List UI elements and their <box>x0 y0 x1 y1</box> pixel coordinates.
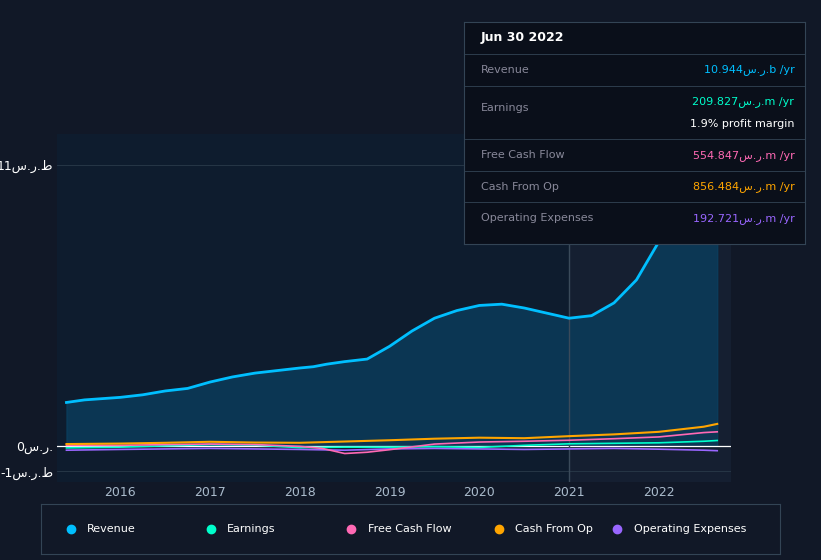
Text: Jun 30 2022: Jun 30 2022 <box>481 31 564 44</box>
Text: Free Cash Flow: Free Cash Flow <box>481 150 565 160</box>
Text: Cash From Op: Cash From Op <box>516 524 594 534</box>
Text: Earnings: Earnings <box>481 103 530 113</box>
Text: 554.847س.ر.m /yr: 554.847س.ر.m /yr <box>693 150 795 161</box>
Text: Operating Expenses: Operating Expenses <box>481 213 594 223</box>
Text: Operating Expenses: Operating Expenses <box>634 524 746 534</box>
Text: Revenue: Revenue <box>87 524 135 534</box>
Bar <box>569 134 731 482</box>
Text: 1.9% profit margin: 1.9% profit margin <box>690 119 795 129</box>
Text: 209.827س.ر.m /yr: 209.827س.ر.m /yr <box>692 96 795 107</box>
Text: 10.944س.ر.b /yr: 10.944س.ر.b /yr <box>704 64 795 75</box>
Text: Earnings: Earnings <box>227 524 276 534</box>
Text: Free Cash Flow: Free Cash Flow <box>368 524 452 534</box>
Text: Cash From Op: Cash From Op <box>481 182 559 192</box>
Text: Revenue: Revenue <box>481 65 530 74</box>
Text: 192.721س.ر.m /yr: 192.721س.ر.m /yr <box>693 213 795 224</box>
Text: 856.484س.ر.m /yr: 856.484س.ر.m /yr <box>693 181 795 192</box>
